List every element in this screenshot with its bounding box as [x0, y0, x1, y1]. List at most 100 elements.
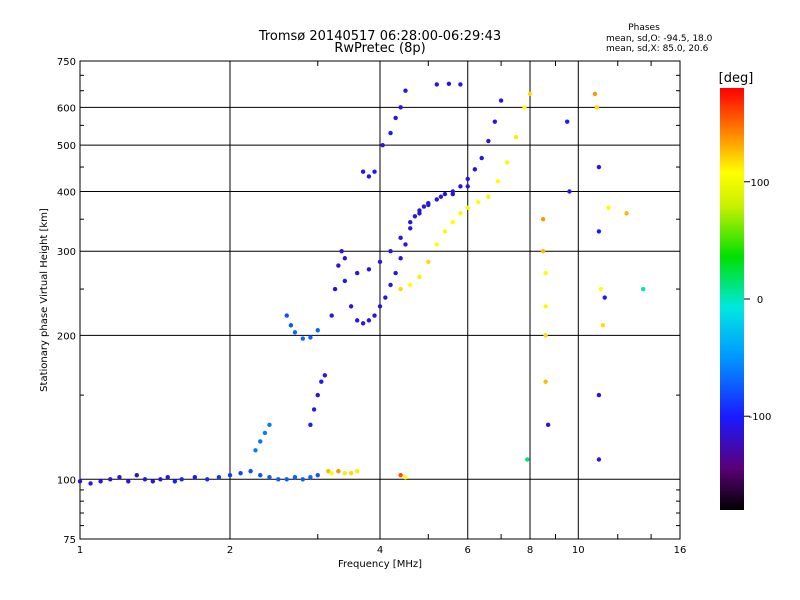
data-point — [150, 479, 156, 484]
colorbar-tick-label: 100 — [750, 178, 769, 189]
phases-x-stats: mean, sd,X: 85.0, 20.6 — [606, 44, 709, 54]
data-point — [372, 169, 377, 174]
data-point — [403, 88, 408, 93]
data-point — [434, 197, 439, 202]
data-point — [465, 176, 470, 182]
data-point — [248, 468, 253, 474]
data-point — [600, 323, 606, 328]
data-point — [336, 263, 341, 268]
x-tick-label: 2 — [227, 545, 233, 556]
y-tick-label: 400 — [57, 187, 76, 198]
data-point — [479, 155, 484, 161]
data-point — [354, 270, 360, 276]
plot-frame — [79, 60, 681, 540]
data-point — [398, 256, 403, 261]
data-point — [442, 191, 448, 197]
colorbar-tick-label: 0 — [757, 295, 763, 306]
x-tick-label: 6 — [465, 545, 471, 556]
data-point — [403, 242, 408, 247]
data-point — [426, 259, 431, 265]
data-point — [596, 392, 602, 398]
data-point — [398, 472, 403, 478]
data-point — [126, 479, 131, 484]
data-point — [408, 226, 413, 231]
data-point — [383, 295, 388, 300]
data-point — [348, 470, 354, 476]
data-point — [545, 422, 551, 428]
data-point — [458, 82, 463, 87]
data-point — [450, 220, 456, 225]
data-point — [142, 477, 148, 482]
data-point — [540, 249, 546, 254]
data-point — [342, 278, 348, 284]
data-point — [326, 468, 331, 474]
data-point — [339, 249, 344, 254]
data-point — [192, 475, 198, 480]
data-point — [348, 304, 354, 309]
data-point — [408, 220, 413, 225]
data-point — [342, 470, 348, 476]
data-point — [450, 191, 456, 197]
data-point — [98, 479, 103, 484]
data-point — [393, 115, 398, 121]
data-point — [606, 205, 611, 210]
y-axis-ticks: 75 100 200 300 400 500 600 750 — [57, 57, 680, 546]
data-point — [319, 379, 324, 384]
data-point — [366, 318, 372, 323]
data-point — [315, 472, 320, 478]
data-point — [366, 174, 372, 179]
data-point — [592, 91, 598, 97]
data-point — [284, 313, 289, 318]
data-point — [322, 373, 328, 378]
data-point — [486, 138, 491, 144]
data-point — [525, 457, 530, 462]
data-point — [513, 134, 519, 140]
data-point — [308, 475, 313, 480]
colorbar-tick-label: -100 — [749, 412, 772, 423]
data-point — [267, 422, 272, 428]
data-point — [360, 169, 366, 174]
data-point — [329, 313, 334, 318]
data-point — [276, 477, 281, 482]
data-point — [292, 475, 298, 480]
data-point — [602, 295, 607, 300]
chart-title: Tromsø 20140517 06:28:00-06:29:43 — [258, 29, 501, 44]
data-point — [204, 477, 210, 482]
data-point — [486, 194, 491, 199]
data-point — [77, 479, 83, 484]
data-point — [258, 472, 263, 478]
data-point — [408, 282, 413, 288]
data-point — [421, 204, 427, 209]
data-point — [398, 105, 403, 110]
data-point — [216, 475, 222, 480]
y-tick-label: 75 — [63, 535, 76, 546]
data-point — [438, 194, 444, 199]
y-axis-label: Stationary phase Virtual Height [km] — [39, 208, 50, 392]
data-point — [567, 189, 572, 194]
data-point — [596, 229, 602, 234]
x-tick-label: 16 — [674, 545, 687, 556]
data-point — [315, 328, 320, 333]
x-tick-label: 4 — [377, 545, 383, 556]
data-point — [88, 481, 93, 486]
data-point — [117, 475, 122, 480]
y-tick-label: 600 — [57, 103, 76, 114]
data-point — [377, 259, 383, 265]
data-point — [388, 130, 393, 136]
data-point — [598, 286, 604, 292]
data-point — [594, 105, 600, 110]
data-point — [253, 448, 258, 453]
x-tick-label: 8 — [527, 545, 533, 556]
data-point — [377, 304, 383, 309]
data-point — [543, 333, 548, 338]
data-point — [172, 479, 178, 484]
data-point — [300, 336, 306, 341]
data-point — [158, 477, 163, 482]
data-point — [434, 242, 439, 247]
data-point — [332, 286, 338, 292]
data-point — [267, 475, 272, 480]
x-axis-label: Frequency [MHz] — [338, 559, 422, 570]
data-point — [388, 282, 393, 288]
data-point — [300, 477, 306, 482]
